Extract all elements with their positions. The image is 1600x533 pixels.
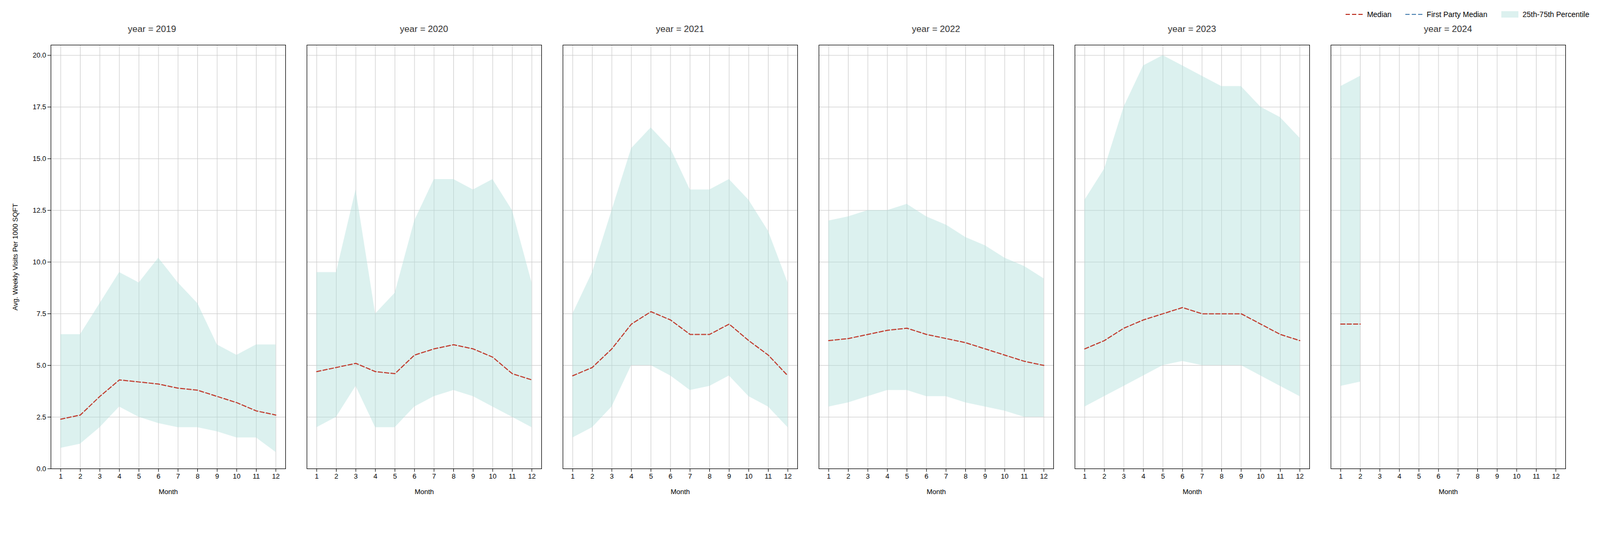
svg-text:2: 2 — [78, 472, 83, 481]
svg-text:1: 1 — [570, 472, 575, 481]
svg-text:3: 3 — [354, 472, 358, 481]
svg-text:8: 8 — [195, 472, 200, 481]
html-text:year = 2021: year = 2021 — [655, 24, 705, 35]
svg-text:2: 2 — [1358, 472, 1363, 481]
svg-text:12: 12 — [272, 472, 280, 481]
svg-text:11: 11 — [508, 472, 517, 481]
svg-text:10: 10 — [1257, 472, 1265, 481]
svg-text:15.0: 15.0 — [32, 154, 46, 163]
svg-text:1: 1 — [58, 472, 63, 481]
svg-text:3: 3 — [1378, 472, 1382, 481]
svg-text:6: 6 — [668, 472, 673, 481]
html-text:Median: Median — [1367, 10, 1392, 19]
svg-text:8: 8 — [1219, 472, 1224, 481]
svg-text:20.0: 20.0 — [32, 51, 46, 60]
svg-text:1: 1 — [1082, 472, 1087, 481]
svg-text:9: 9 — [983, 472, 988, 481]
svg-text:10: 10 — [233, 472, 241, 481]
svg-text:6: 6 — [1180, 472, 1185, 481]
svg-text:12: 12 — [1552, 472, 1560, 481]
svg-text:1: 1 — [1338, 472, 1343, 481]
svg-text:11: 11 — [1020, 472, 1029, 481]
svg-text:10: 10 — [489, 472, 497, 481]
svg-text:6: 6 — [924, 472, 929, 481]
svg-text:7: 7 — [688, 472, 692, 481]
html-text:25th-75th Percentile: 25th-75th Percentile — [1522, 10, 1590, 19]
svg-text:3: 3 — [866, 472, 870, 481]
svg-text:8: 8 — [707, 472, 712, 481]
svg-text:7.5: 7.5 — [36, 309, 46, 318]
svg-text:17.5: 17.5 — [32, 102, 46, 111]
svg-text:4: 4 — [885, 472, 890, 481]
svg-text:5: 5 — [137, 472, 141, 481]
svg-text:11: 11 — [1532, 472, 1541, 481]
svg-text:4: 4 — [629, 472, 634, 481]
svg-text:12: 12 — [1296, 472, 1304, 481]
svg-text:5: 5 — [1161, 472, 1165, 481]
svg-text:12: 12 — [1040, 472, 1048, 481]
svg-text:4: 4 — [1141, 472, 1146, 481]
svg-text:Month: Month — [1438, 488, 1458, 496]
svg-text:9: 9 — [215, 472, 220, 481]
svg-text:7: 7 — [176, 472, 180, 481]
svg-text:6: 6 — [412, 472, 417, 481]
svg-text:6: 6 — [1436, 472, 1441, 481]
svg-text:1: 1 — [826, 472, 831, 481]
svg-text:3: 3 — [1122, 472, 1126, 481]
html-text:year = 2019: year = 2019 — [127, 24, 177, 35]
svg-text:2.5: 2.5 — [36, 413, 46, 422]
svg-text:12: 12 — [528, 472, 536, 481]
html-text:year = 2024: year = 2024 — [1423, 24, 1473, 35]
svg-text:4: 4 — [117, 472, 122, 481]
svg-text:11: 11 — [1276, 472, 1285, 481]
svg-text:7: 7 — [1456, 472, 1460, 481]
html-text:year = 2020: year = 2020 — [399, 24, 449, 35]
svg-text:4: 4 — [373, 472, 378, 481]
svg-text:2: 2 — [1102, 472, 1107, 481]
svg-text:5.0: 5.0 — [36, 361, 46, 370]
svg-text:5: 5 — [905, 472, 909, 481]
svg-text:10: 10 — [1001, 472, 1009, 481]
svg-text:10: 10 — [745, 472, 753, 481]
svg-text:Month: Month — [1182, 488, 1202, 496]
svg-text:2: 2 — [334, 472, 339, 481]
svg-text:10.0: 10.0 — [32, 258, 46, 267]
svg-text:11: 11 — [764, 472, 773, 481]
svg-text:8: 8 — [451, 472, 456, 481]
svg-text:2: 2 — [846, 472, 851, 481]
svg-text:3: 3 — [610, 472, 614, 481]
html-text:First Party Median: First Party Median — [1426, 10, 1488, 19]
svg-text:11: 11 — [252, 472, 261, 481]
svg-text:9: 9 — [727, 472, 732, 481]
svg-text:10: 10 — [1513, 472, 1521, 481]
svg-text:Month: Month — [414, 488, 434, 496]
svg-text:5: 5 — [393, 472, 397, 481]
svg-text:Month: Month — [158, 488, 178, 496]
html-text:year = 2022: year = 2022 — [911, 24, 961, 35]
svg-text:6: 6 — [156, 472, 161, 481]
svg-text:8: 8 — [1475, 472, 1480, 481]
svg-text:2: 2 — [590, 472, 595, 481]
svg-text:7: 7 — [432, 472, 436, 481]
svg-text:5: 5 — [1417, 472, 1421, 481]
svg-text:Avg. Weekly Visits Per 1000 SQ: Avg. Weekly Visits Per 1000 SQFT — [11, 203, 20, 311]
svg-text:1: 1 — [314, 472, 319, 481]
svg-text:Month: Month — [926, 488, 946, 496]
svg-text:12: 12 — [784, 472, 792, 481]
svg-text:12.5: 12.5 — [32, 206, 46, 215]
svg-text:0.0: 0.0 — [36, 465, 46, 474]
svg-text:9: 9 — [1239, 472, 1244, 481]
svg-text:7: 7 — [944, 472, 948, 481]
svg-text:5: 5 — [649, 472, 653, 481]
svg-text:Month: Month — [670, 488, 690, 496]
html-text:year = 2023: year = 2023 — [1167, 24, 1217, 35]
svg-text:7: 7 — [1200, 472, 1204, 481]
svg-text:4: 4 — [1397, 472, 1402, 481]
svg-text:9: 9 — [1495, 472, 1500, 481]
svg-text:3: 3 — [98, 472, 102, 481]
svg-text:9: 9 — [471, 472, 476, 481]
svg-text:8: 8 — [963, 472, 968, 481]
